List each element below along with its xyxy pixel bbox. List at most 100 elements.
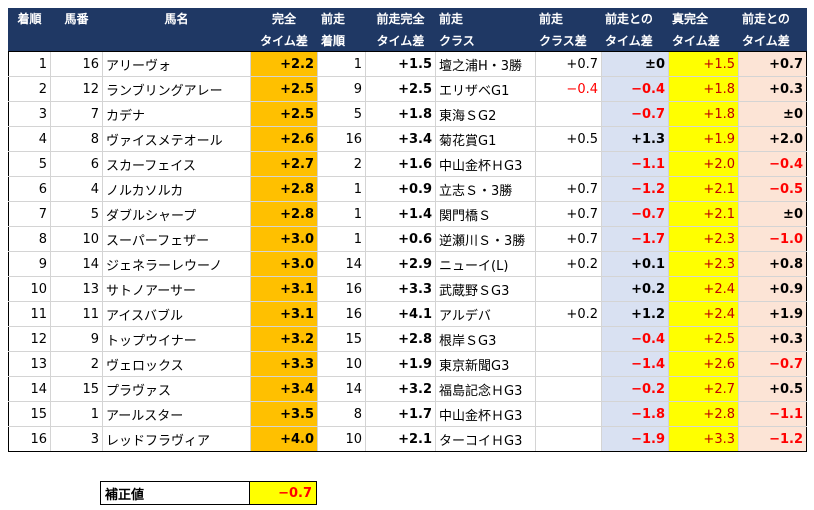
header-number-2 [50, 29, 103, 52]
time-diff-cell: +2.8 [250, 201, 318, 227]
time-diff-cell: +3.0 [250, 251, 318, 277]
number-cell: 9 [50, 326, 103, 352]
table-row: 13 2 ヴェロックス +3.3 10 +1.9 東京新聞G3 −1.4 +2.6 −0.7 [8, 351, 807, 377]
time-diff-cell: +2.6 [250, 126, 318, 152]
gap-cell: +0.3 [738, 76, 807, 102]
prev-rank-cell: 8 [317, 401, 366, 427]
results-table: 着順 馬番 馬名 完全 前走 前走完全 前走 前走 前走との 真完全 前走との … [8, 8, 807, 452]
horse-name-cell: ダブルシャープ [102, 201, 251, 227]
number-cell: 10 [50, 226, 103, 252]
true-diff-cell: +3.3 [668, 426, 739, 452]
time-diff-cell: +2.5 [250, 76, 318, 102]
header-rank-2 [8, 29, 51, 52]
prev-time-diff-cell: +3.3 [365, 276, 436, 302]
prev-class-cell: 東海ＳG2 [435, 101, 536, 127]
header-prev-gap: 前走との [601, 8, 669, 30]
rank-cell: 5 [8, 151, 51, 177]
number-cell: 2 [50, 351, 103, 377]
time-diff-cell: +2.2 [250, 51, 318, 77]
prev-time-diff-cell: +1.7 [365, 401, 436, 427]
table-row: 5 6 スカーフェイス +2.7 2 +1.6 中山金杯ＨG3 −1.1 +2.0 −0.4 [8, 151, 807, 177]
prev-gap-cell: −1.2 [601, 176, 669, 202]
rank-cell: 11 [8, 301, 51, 327]
gap-cell: ±0 [738, 201, 807, 227]
table-row: 16 3 レッドフラヴィア +4.0 10 +2.1 ターコイＨG3 −1.9 +3.3 −1.2 [8, 426, 807, 452]
prev-time-diff-cell: +1.6 [365, 151, 436, 177]
header-horse-name: 馬名 [102, 8, 251, 30]
horse-name-cell: アールスター [102, 401, 251, 427]
class-diff-cell: +0.5 [535, 126, 602, 152]
true-diff-cell: +1.8 [668, 76, 739, 102]
prev-rank-cell: 16 [317, 126, 366, 152]
prev-class-cell: 壇之浦H・3勝 [435, 51, 536, 77]
prev-class-cell: 根岸ＳG3 [435, 326, 536, 352]
class-diff-cell: +0.2 [535, 251, 602, 277]
prev-rank-cell: 15 [317, 326, 366, 352]
number-cell: 11 [50, 301, 103, 327]
class-diff-cell [535, 276, 602, 302]
prev-rank-cell: 16 [317, 276, 366, 302]
prev-gap-cell: +1.3 [601, 126, 669, 152]
prev-gap-cell: +0.1 [601, 251, 669, 277]
time-diff-cell: +3.0 [250, 226, 318, 252]
horse-name-cell: アイスバブル [102, 301, 251, 327]
class-diff-cell [535, 101, 602, 127]
rank-cell: 14 [8, 376, 51, 402]
class-diff-cell: +0.7 [535, 51, 602, 77]
time-diff-cell: +2.5 [250, 101, 318, 127]
horse-name-cell: ヴェロックス [102, 351, 251, 377]
number-cell: 12 [50, 76, 103, 102]
gap-cell: +1.9 [738, 301, 807, 327]
prev-time-diff-cell: +1.8 [365, 101, 436, 127]
header-gap-2: タイム差 [738, 29, 807, 52]
true-diff-cell: +2.4 [668, 276, 739, 302]
number-cell: 14 [50, 251, 103, 277]
gap-cell: −0.7 [738, 351, 807, 377]
prev-gap-cell: −1.9 [601, 426, 669, 452]
time-diff-cell: +4.0 [250, 426, 318, 452]
gap-cell: −1.0 [738, 226, 807, 252]
class-diff-cell: +0.7 [535, 201, 602, 227]
true-diff-cell: +2.5 [668, 326, 739, 352]
class-diff-cell [535, 426, 602, 452]
true-diff-cell: +2.3 [668, 226, 739, 252]
prev-gap-cell: −1.4 [601, 351, 669, 377]
prev-rank-cell: 1 [317, 226, 366, 252]
prev-gap-cell: −1.7 [601, 226, 669, 252]
horse-name-cell: ノルカソルカ [102, 176, 251, 202]
rank-cell: 16 [8, 426, 51, 452]
table-row: 9 14 ジェネラーレウーノ +3.0 14 +2.9 ニューイ(L) +0.2 +0.1 +2.… [8, 251, 807, 277]
prev-class-cell: 中山金杯ＨG3 [435, 401, 536, 427]
header-prev-gap-2: タイム差 [601, 29, 669, 52]
time-diff-cell: +2.7 [250, 151, 318, 177]
prev-rank-cell: 2 [317, 151, 366, 177]
header-prev-rank: 前走 [317, 8, 366, 30]
time-diff-cell: +2.8 [250, 176, 318, 202]
time-diff-cell: +3.4 [250, 376, 318, 402]
rank-cell: 4 [8, 126, 51, 152]
true-diff-cell: +2.7 [668, 376, 739, 402]
prev-rank-cell: 10 [317, 426, 366, 452]
header-class-diff: 前走 [535, 8, 602, 30]
prev-class-cell: 菊花賞G1 [435, 126, 536, 152]
time-diff-cell: +3.3 [250, 351, 318, 377]
class-diff-cell: +0.7 [535, 226, 602, 252]
horse-name-cell: アリーヴォ [102, 51, 251, 77]
prev-class-cell: エリザベG1 [435, 76, 536, 102]
prev-class-cell: 中山金杯ＨG3 [435, 151, 536, 177]
class-diff-cell: +0.7 [535, 176, 602, 202]
table-row: 4 8 ヴァイスメテオール +2.6 16 +3.4 菊花賞G1 +0.5 +1.3 +1.9 +2… [8, 126, 807, 152]
header-number: 馬番 [50, 8, 103, 30]
prev-gap-cell: ±0 [601, 51, 669, 77]
prev-time-diff-cell: +2.1 [365, 426, 436, 452]
prev-rank-cell: 14 [317, 376, 366, 402]
class-diff-cell [535, 151, 602, 177]
class-diff-cell [535, 376, 602, 402]
number-cell: 3 [50, 426, 103, 452]
header-prev-rank-2: 着順 [317, 29, 366, 52]
prev-rank-cell: 5 [317, 101, 366, 127]
true-diff-cell: +2.0 [668, 151, 739, 177]
gap-cell: +2.0 [738, 126, 807, 152]
table-row: 12 9 トップウイナー +3.2 15 +2.8 根岸ＳG3 −0.4 +2.5 +0.3 [8, 326, 807, 352]
prev-time-diff-cell: +2.5 [365, 76, 436, 102]
